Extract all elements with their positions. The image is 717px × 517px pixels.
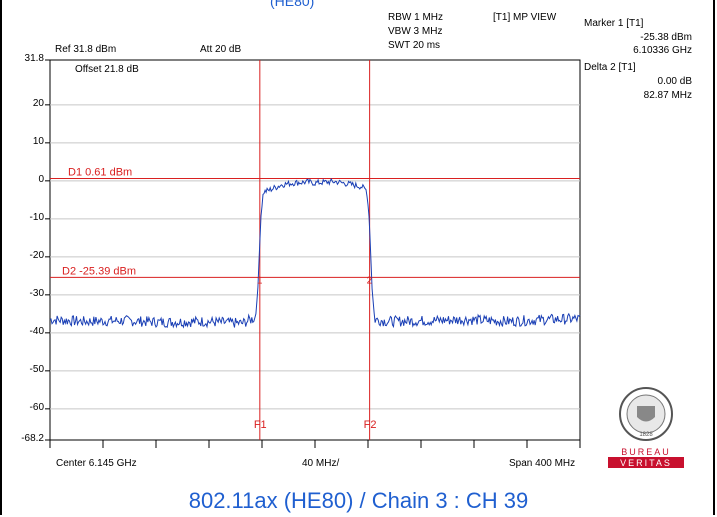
- marker1-level: -25.38 dBm: [640, 32, 692, 43]
- marker1-freq: 6.10336 GHz: [633, 45, 692, 56]
- svg-text:BUREAU: BUREAU: [621, 447, 671, 457]
- ref-level: Ref 31.8 dBm: [55, 44, 117, 55]
- y-tick-label: -10: [29, 211, 44, 223]
- rbw-label: RBW 1 MHz: [388, 12, 443, 23]
- delta2-label: Delta 2 [T1]: [584, 62, 636, 73]
- vbw-label: VBW 3 MHz: [388, 26, 443, 37]
- freq-line-label-1: F1: [254, 419, 267, 431]
- y-tick-label: -68.2: [21, 433, 44, 444]
- swt-label: SWT 20 ms: [388, 40, 441, 51]
- logo-seal-icon: BUREAU VERITAS 1828: [608, 387, 684, 468]
- svg-text:VERITAS: VERITAS: [620, 458, 672, 468]
- offset-label: Offset 21.8 dB: [75, 64, 139, 75]
- y-tick-label: 0: [38, 173, 44, 185]
- marker-1: 1: [257, 275, 263, 286]
- division-label: 40 MHz/: [302, 458, 340, 469]
- y-tick-label: -20: [29, 249, 44, 261]
- attenuation: Att 20 dB: [200, 44, 242, 55]
- view-label: [T1] MP VIEW: [493, 12, 557, 23]
- center-frequency: Center 6.145 GHz: [56, 458, 137, 469]
- y-tick-label: -60: [29, 401, 44, 413]
- delta2-level: 0.00 dB: [657, 76, 692, 87]
- spectrum-trace: [49, 177, 581, 329]
- marker1-label: Marker 1 [T1]: [584, 18, 644, 29]
- delta2-freq: 82.87 MHz: [643, 90, 692, 101]
- svg-text:1828: 1828: [639, 432, 653, 438]
- display-line-label-1: D1 0.61 dBm: [68, 167, 132, 179]
- plot-area: [49, 59, 581, 441]
- marker-2: 2: [367, 275, 373, 286]
- y-tick-label: 20: [32, 97, 44, 109]
- y-tick-label: -50: [29, 363, 44, 375]
- y-tick-label: -40: [29, 325, 44, 337]
- y-tick-label: 31.8: [24, 53, 44, 64]
- y-tick-label: 10: [32, 135, 44, 147]
- display-line-label-2: D2 -25.39 dBm: [62, 265, 136, 277]
- y-tick-label: -30: [29, 287, 44, 299]
- bureau-veritas-logo: BUREAU VERITAS 1828: [606, 384, 686, 474]
- freq-line-label-2: F2: [364, 419, 377, 431]
- cut-title: (HE80): [270, 0, 315, 9]
- chart-caption: 802.11ax (HE80) / Chain 3 : CH 39: [188, 488, 529, 513]
- span-label: Span 400 MHz: [509, 458, 576, 469]
